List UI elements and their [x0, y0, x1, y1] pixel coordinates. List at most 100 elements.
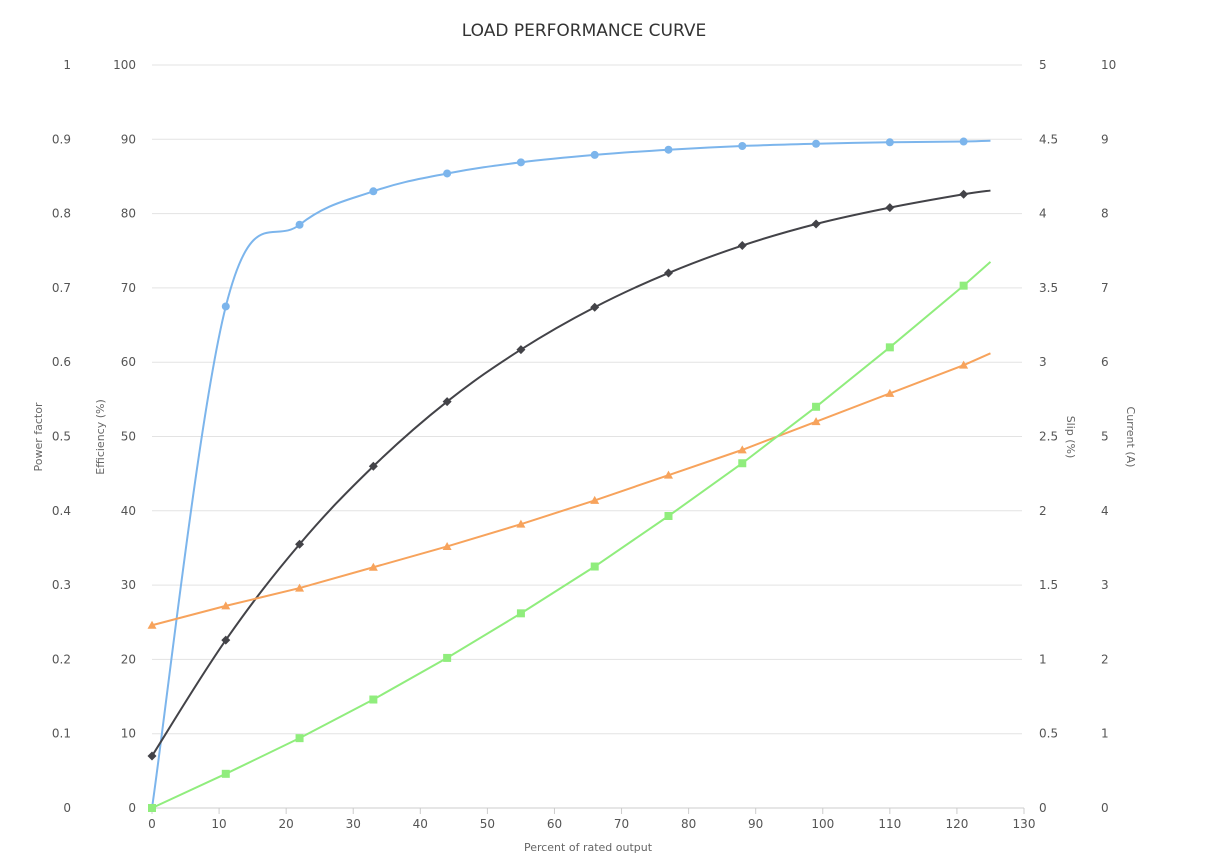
x-tick-label: 110 [878, 817, 901, 831]
data-point [369, 695, 378, 704]
data-point [590, 562, 599, 571]
slip-axis-title: Slip (%) [1064, 416, 1077, 459]
power-factor-tick-label: 1 [63, 58, 71, 72]
series-line [151, 139, 991, 809]
current-tick-label: 4 [1101, 504, 1109, 518]
data-point [738, 141, 747, 150]
x-tick-label: 120 [945, 817, 968, 831]
efficiency-tick-label: 50 [121, 430, 136, 444]
slip-tick-label: 3 [1039, 355, 1047, 369]
chart-title: LOAD PERFORMANCE CURVE [462, 21, 706, 41]
power-factor-tick-label: 0.3 [52, 578, 71, 592]
data-point [443, 653, 452, 662]
current-tick-label: 1 [1101, 727, 1109, 741]
series-power-factor [147, 189, 991, 761]
current-axis: 0 1 2 3 4 5 6 7 8 9 10 [1101, 58, 1116, 815]
data-point [885, 343, 894, 352]
slip-axis: 0 0.5 1 1.5 2 2.5 3 3.5 4 4.5 5 [1039, 58, 1058, 815]
current-tick-label: 8 [1101, 207, 1109, 221]
gridlines [152, 64, 1022, 809]
power-factor-tick-label: 0.5 [52, 430, 71, 444]
series-line [151, 352, 991, 627]
data-point [221, 635, 231, 645]
data-point [959, 189, 969, 199]
data-point [368, 461, 378, 471]
series-slip [147, 352, 991, 629]
x-axis: 0 10 20 30 40 50 60 70 80 90 100 110 120 130 [148, 807, 1035, 831]
data-point [442, 541, 452, 550]
data-point [369, 187, 378, 196]
current-tick-label: 0 [1101, 801, 1109, 815]
power-factor-axis-title: Power factor [32, 402, 45, 471]
x-tick-label: 20 [279, 817, 294, 831]
power-factor-tick-label: 0.1 [52, 727, 71, 741]
data-point [664, 512, 673, 521]
efficiency-tick-label: 40 [121, 504, 136, 518]
slip-tick-label: 1.5 [1039, 578, 1058, 592]
data-point [590, 302, 600, 312]
data-point [663, 470, 673, 479]
efficiency-tick-label: 100 [113, 58, 136, 72]
slip-tick-label: 0 [1039, 801, 1047, 815]
data-point [737, 241, 747, 251]
x-tick-label: 50 [480, 817, 495, 831]
efficiency-tick-label: 90 [121, 132, 136, 146]
data-point [147, 620, 157, 629]
power-factor-tick-label: 0 [63, 801, 71, 815]
slip-tick-label: 5 [1039, 58, 1047, 72]
data-point [295, 539, 305, 549]
slip-tick-label: 2.5 [1039, 430, 1058, 444]
data-point [812, 402, 821, 411]
data-point [516, 345, 526, 355]
current-tick-label: 5 [1101, 430, 1109, 444]
series-efficiency [148, 137, 991, 812]
data-point [590, 495, 600, 504]
data-point [516, 609, 525, 618]
x-tick-label: 60 [547, 817, 562, 831]
current-tick-label: 3 [1101, 578, 1109, 592]
data-point [885, 138, 894, 147]
current-tick-label: 9 [1101, 132, 1109, 146]
efficiency-tick-label: 60 [121, 355, 136, 369]
efficiency-tick-label: 20 [121, 652, 136, 666]
series-line [151, 261, 992, 809]
series-line [151, 189, 991, 757]
efficiency-tick-label: 70 [121, 281, 136, 295]
data-point [885, 203, 895, 213]
series-current [148, 261, 992, 812]
current-tick-label: 6 [1101, 355, 1109, 369]
x-tick-label: 30 [346, 817, 361, 831]
data-point [148, 804, 156, 812]
data-point [147, 751, 157, 761]
data-point [811, 417, 821, 426]
x-tick-label: 40 [413, 817, 428, 831]
data-point [295, 220, 304, 229]
current-tick-label: 10 [1101, 58, 1116, 72]
x-tick-label: 70 [614, 817, 629, 831]
power-factor-tick-label: 0.9 [52, 132, 71, 146]
x-tick-label: 100 [811, 817, 834, 831]
power-factor-tick-label: 0.7 [52, 281, 71, 295]
x-axis-title: Percent of rated output [524, 841, 653, 854]
efficiency-axis-title: Efficiency (%) [94, 399, 107, 475]
data-point [885, 388, 895, 397]
slip-tick-label: 4 [1039, 207, 1047, 221]
slip-tick-label: 3.5 [1039, 281, 1058, 295]
x-tick-label: 10 [211, 817, 226, 831]
x-tick-label: 80 [681, 817, 696, 831]
data-point [590, 150, 599, 159]
power-factor-tick-label: 0.8 [52, 207, 71, 221]
data-point [368, 562, 378, 571]
data-point [664, 145, 673, 154]
data-point [295, 583, 305, 592]
power-factor-axis: 0 0.1 0.2 0.3 0.4 0.5 0.6 0.7 0.8 0.9 1 [52, 58, 71, 815]
data-point [516, 519, 526, 528]
slip-tick-label: 0.5 [1039, 727, 1058, 741]
efficiency-axis: 0 10 20 30 40 50 60 70 80 90 100 [113, 58, 136, 815]
series-layer [147, 137, 992, 812]
data-point [959, 360, 969, 369]
slip-tick-label: 4.5 [1039, 132, 1058, 146]
x-tick-label: 0 [148, 817, 156, 831]
data-point [295, 734, 304, 743]
